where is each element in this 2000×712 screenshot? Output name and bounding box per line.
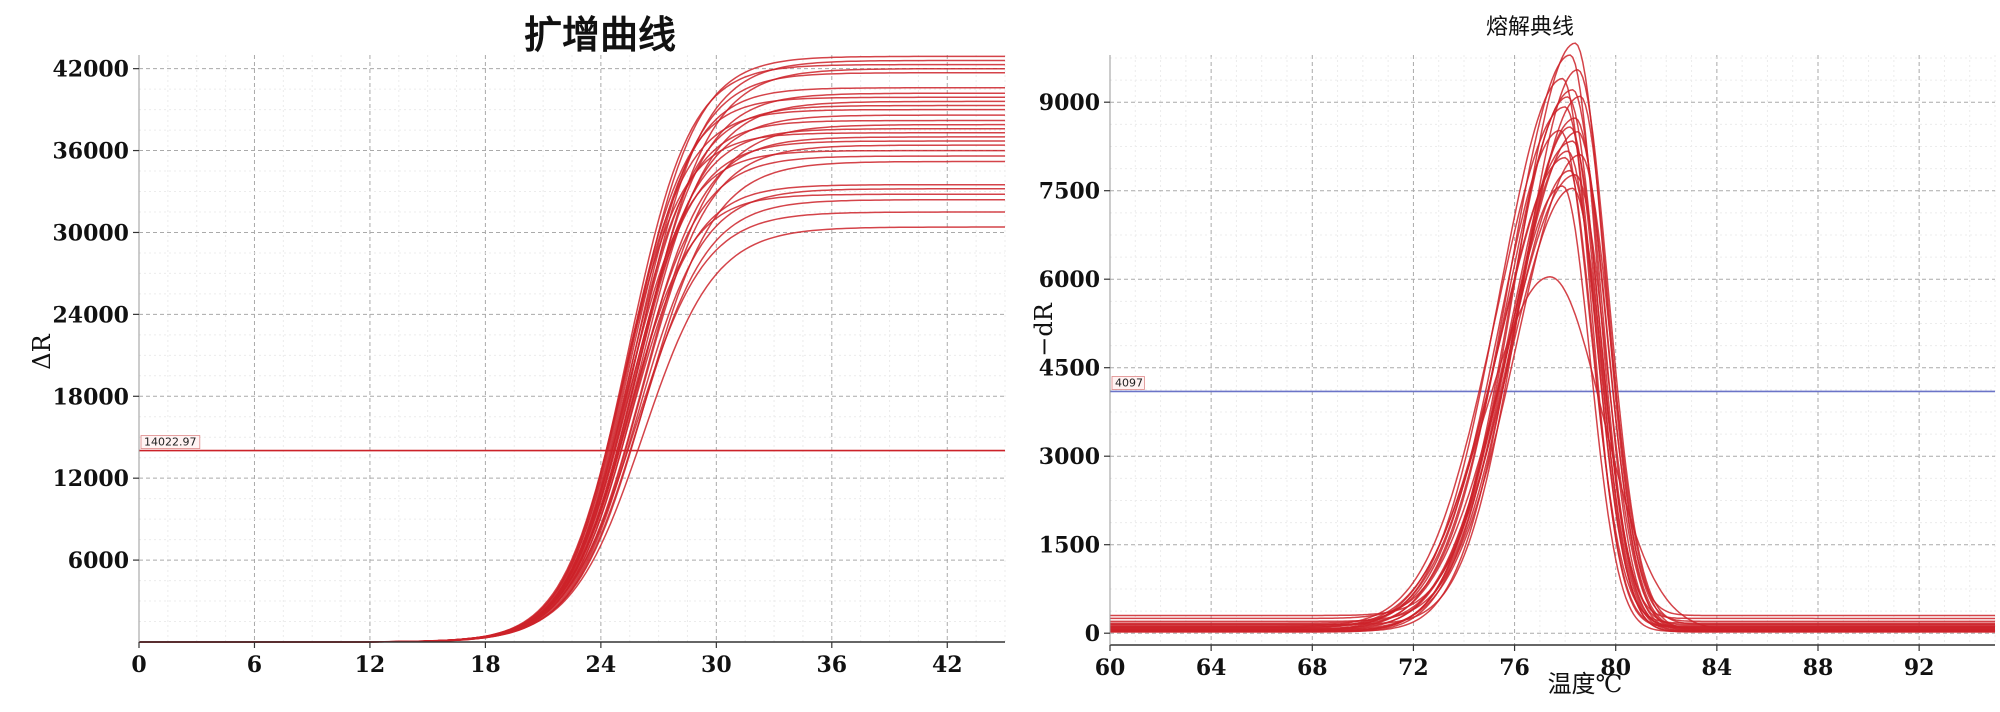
y-tick-label: 6000 — [1039, 267, 1100, 293]
x-tick-label: 92 — [1904, 655, 1935, 681]
y-tick-label: 1500 — [1039, 533, 1100, 559]
y-tick-label: 7500 — [1039, 179, 1100, 205]
y-tick-label: 24000 — [52, 302, 129, 328]
melt-curves — [1110, 42, 1995, 633]
x-tick-label: 60 — [1095, 655, 1126, 681]
y-tick-label: 12000 — [52, 466, 129, 492]
amplification-title: 扩增曲线 — [524, 13, 676, 57]
x-tick-label: 64 — [1196, 655, 1227, 681]
x-tick-label: 80 — [1600, 655, 1631, 681]
x-tick-label: 18 — [470, 652, 501, 678]
threshold-label: 14022.97 — [144, 436, 197, 449]
x-tick-label: 72 — [1398, 655, 1429, 681]
y-tick-label: 36000 — [52, 139, 129, 165]
threshold-label-box — [140, 435, 201, 449]
melt-plot-area — [1110, 55, 1995, 645]
amplification-x-ticks: 0 6 12 18 24 30 36 42 — [131, 642, 963, 678]
x-tick-label: 76 — [1499, 655, 1530, 681]
x-tick-label: 30 — [701, 652, 732, 678]
y-tick-label: 0 — [1085, 621, 1100, 647]
y-tick-label: 42000 — [52, 57, 129, 83]
y-tick-label: 4500 — [1039, 356, 1100, 382]
amplification-y-axis-label: ΔR — [28, 333, 56, 369]
melt-x-axis-label: 温度℃ — [1548, 670, 1623, 698]
x-tick-label: 6 — [247, 652, 262, 678]
y-tick-label: 9000 — [1039, 90, 1100, 116]
y-tick-label: 18000 — [52, 384, 129, 410]
curve-series-20 — [1110, 187, 1995, 626]
melt-x-ticks: 60 64 68 72 76 80 84 88 92 — [1095, 645, 1935, 681]
curve-series-18 — [1110, 174, 1995, 630]
x-tick-label: 88 — [1803, 655, 1834, 681]
curve-series-16 — [1110, 156, 1995, 628]
x-tick-label: 24 — [586, 652, 617, 678]
melt-y-ticks: 0 1500 3000 4500 6000 7500 9000 — [1039, 90, 1110, 647]
x-tick-label: 0 — [131, 652, 146, 678]
amplification-threshold: 14022.97 — [139, 435, 1005, 452]
melt-gridlines — [1109, 55, 1996, 645]
melt-title: 熔解典线 — [1486, 15, 1574, 40]
x-tick-label: 68 — [1297, 655, 1328, 681]
amplification-y-ticks: 6000 12000 18000 24000 30000 36000 42000 — [52, 57, 139, 574]
threshold-label: 4097 — [1115, 376, 1143, 389]
threshold-label-box — [1111, 376, 1145, 390]
y-tick-label: 30000 — [52, 220, 129, 246]
melt-threshold: 4097 — [1110, 376, 1995, 393]
y-tick-label: 3000 — [1039, 444, 1100, 470]
x-tick-label: 36 — [816, 652, 847, 678]
curve-series-21 — [1110, 276, 1995, 632]
y-tick-label: 6000 — [68, 548, 129, 574]
amplification-plot-area — [139, 55, 1005, 642]
x-tick-label: 12 — [355, 652, 386, 678]
melt-y-axis-label: −dR — [1030, 302, 1058, 356]
curve-series-2 — [1110, 54, 1995, 620]
x-tick-label: 42 — [932, 652, 963, 678]
curve-series-13 — [1110, 140, 1995, 629]
amplification-gridlines — [138, 55, 1006, 643]
x-tick-label: 84 — [1702, 655, 1733, 681]
curve-series-12 — [1110, 129, 1995, 624]
melt-chart: 4097 60 64 68 72 76 80 84 88 92 0 1500 3000 4500 600… — [1030, 15, 1996, 698]
amplification-chart: 14022.97 0 6 12 18 24 30 36 42 6000 12000 18000 24… — [28, 13, 1006, 678]
